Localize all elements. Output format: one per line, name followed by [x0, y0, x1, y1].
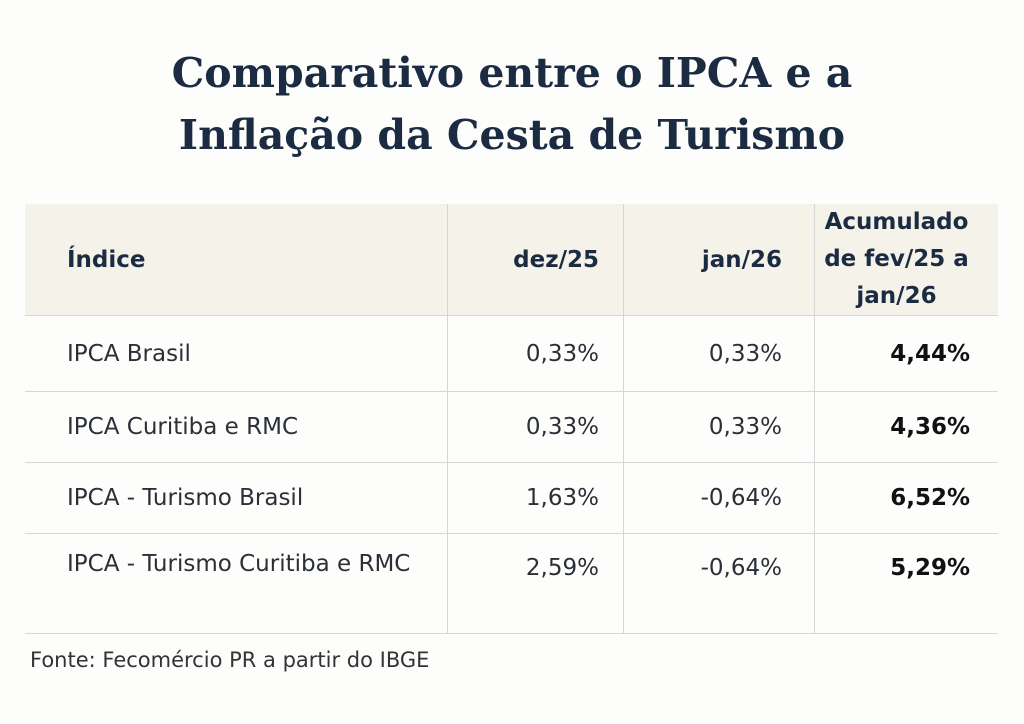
cell-acumulado: 6,52%	[814, 462, 998, 534]
cell-dez25: 0,33%	[447, 391, 624, 463]
cell-jan26: -0,64%	[623, 533, 815, 634]
header-jan26: jan/26	[623, 204, 815, 316]
page-title: Comparativo entre o IPCA e a Inflação da…	[0, 42, 1024, 166]
table-row: IPCA Curitiba e RMC 0,33% 0,33% 4,36%	[25, 391, 998, 463]
title-line-1: Comparativo entre o IPCA e a	[171, 49, 853, 97]
cell-index: IPCA - Turismo Brasil	[25, 462, 448, 534]
comparison-table: Índice dez/25 jan/26 Acumulado de fev/25 …	[25, 204, 998, 634]
cell-dez25: 2,59%	[447, 533, 624, 634]
cell-dez25: 1,63%	[447, 462, 624, 534]
table-row: IPCA Brasil 0,33% 0,33% 4,44%	[25, 315, 998, 392]
cell-dez25: 0,33%	[447, 315, 624, 392]
cell-acumulado: 4,36%	[814, 391, 998, 463]
cell-jan26: -0,64%	[623, 462, 815, 534]
cell-jan26: 0,33%	[623, 315, 815, 392]
table-row: IPCA - Turismo Curitiba e RMC 2,59% -0,6…	[25, 533, 998, 634]
header-dez25: dez/25	[447, 204, 624, 316]
header-acumulado-line1: Acumulado	[824, 209, 969, 235]
header-acumulado: Acumulado de fev/25 a jan/26	[814, 204, 998, 316]
title-line-2: Inflação da Cesta de Turismo	[178, 111, 846, 159]
table-row: IPCA - Turismo Brasil 1,63% -0,64% 6,52%	[25, 462, 998, 534]
table-header-row: Índice dez/25 jan/26 Acumulado de fev/25 …	[25, 204, 998, 316]
cell-index: IPCA - Turismo Curitiba e RMC	[25, 533, 448, 634]
cell-acumulado: 5,29%	[814, 533, 998, 634]
cell-index: IPCA Curitiba e RMC	[25, 391, 448, 463]
source-note: Fonte: Fecomércio PR a partir do IBGE	[30, 648, 430, 672]
cell-acumulado: 4,44%	[814, 315, 998, 392]
header-acumulado-line2: de fev/25 a jan/26	[824, 246, 969, 309]
cell-jan26: 0,33%	[623, 391, 815, 463]
header-indice: Índice	[25, 204, 448, 316]
cell-index: IPCA Brasil	[25, 315, 448, 392]
